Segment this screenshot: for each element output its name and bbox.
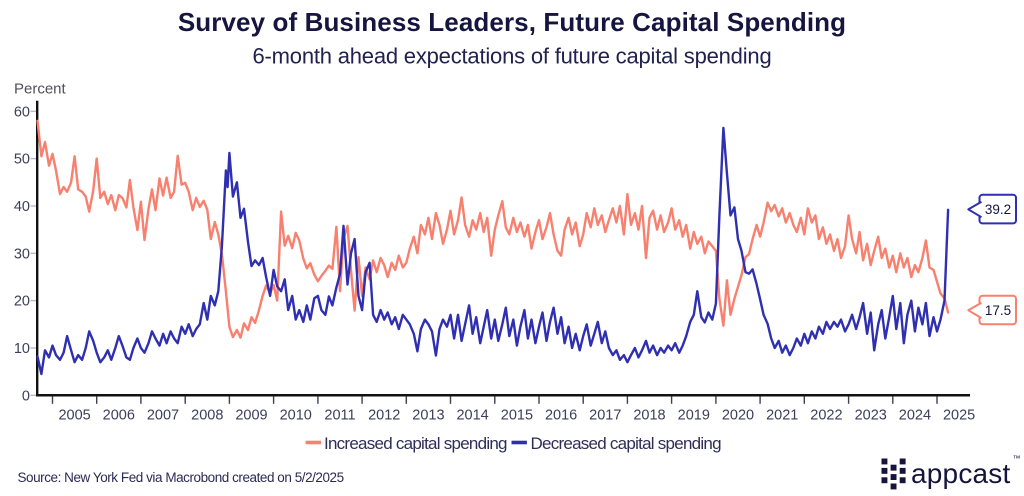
svg-text:2011: 2011 [324,408,355,424]
svg-text:appcast: appcast [911,458,1010,489]
svg-text:™: ™ [1013,454,1021,463]
svg-text:0: 0 [22,388,30,404]
svg-text:2023: 2023 [855,408,887,424]
svg-text:2010: 2010 [280,408,312,424]
svg-text:Increased capital spending: Increased capital spending [324,434,507,453]
svg-text:Decreased capital spending: Decreased capital spending [531,434,722,453]
svg-text:20: 20 [14,294,30,310]
svg-text:2009: 2009 [235,408,267,424]
svg-text:Source: New York Fed via Macro: Source: New York Fed via Macrobond creat… [18,470,344,485]
svg-text:6-month ahead expectations of: 6-month ahead expectations of future cap… [253,44,772,69]
svg-text:Percent: Percent [14,81,67,98]
svg-text:60: 60 [14,104,30,120]
svg-text:2015: 2015 [501,408,533,424]
svg-text:2013: 2013 [412,408,444,424]
svg-text:2005: 2005 [58,408,90,424]
svg-text:40: 40 [14,199,30,215]
svg-text:2008: 2008 [191,408,223,424]
svg-text:Survey of Business Leaders, Fu: Survey of Business Leaders, Future Capit… [178,7,846,37]
svg-text:2024: 2024 [899,408,931,424]
svg-text:2022: 2022 [810,408,842,424]
svg-text:2020: 2020 [722,408,754,424]
svg-text:2021: 2021 [766,408,798,424]
svg-text:50: 50 [14,152,30,168]
svg-text:2006: 2006 [103,408,135,424]
svg-text:2018: 2018 [633,408,665,424]
svg-text:2012: 2012 [368,408,400,424]
svg-text:30: 30 [14,246,30,262]
svg-text:2019: 2019 [678,408,710,424]
svg-text:39.2: 39.2 [985,202,1011,217]
svg-text:2007: 2007 [147,408,179,424]
svg-text:2025: 2025 [943,408,975,424]
svg-text:10: 10 [14,341,30,357]
svg-text:2017: 2017 [589,408,621,424]
svg-text:2014: 2014 [456,408,488,424]
svg-text:2016: 2016 [545,408,577,424]
svg-text:17.5: 17.5 [985,303,1011,318]
